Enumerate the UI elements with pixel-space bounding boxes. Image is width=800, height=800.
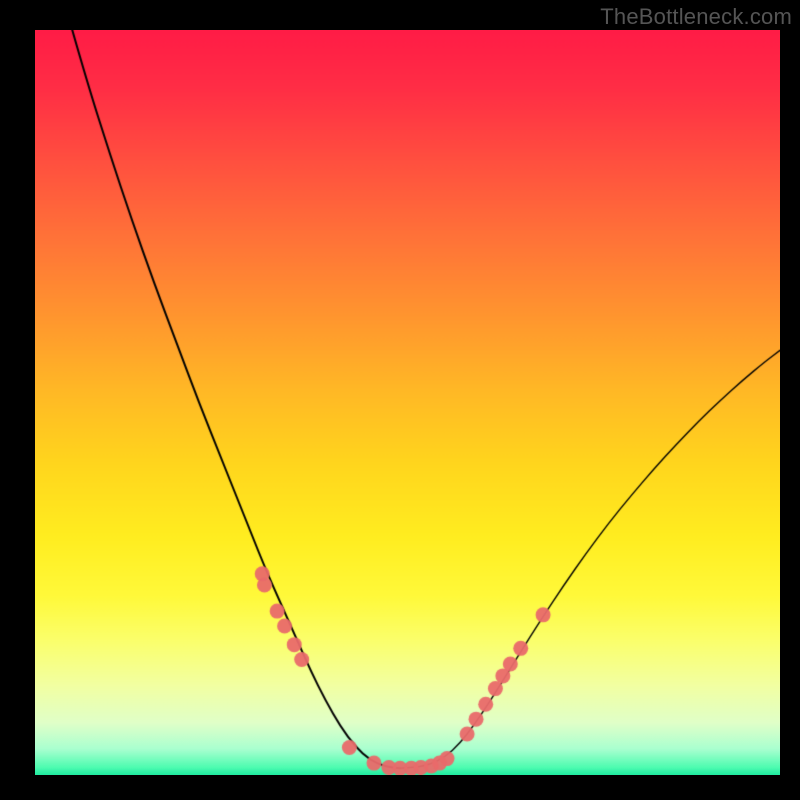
marker-layer — [35, 30, 780, 775]
watermark-text: TheBottleneck.com — [600, 4, 792, 30]
chart-stage: TheBottleneck.com — [0, 0, 800, 800]
plot-area — [35, 30, 780, 775]
